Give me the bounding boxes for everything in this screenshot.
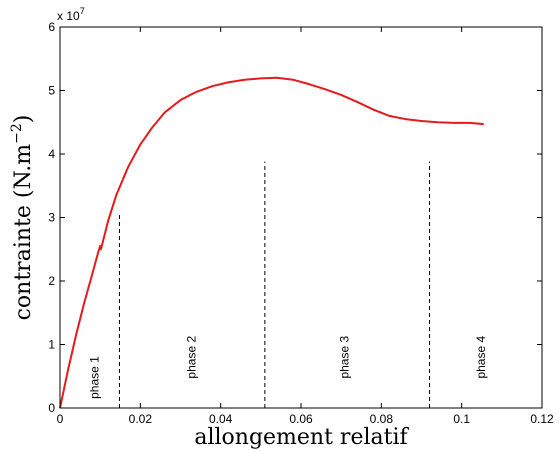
x-tick-label: 0 — [57, 412, 64, 426]
y-tick-label: 4 — [48, 147, 55, 161]
x-tick-label: 0.1 — [453, 412, 470, 426]
x-tick-label: 0.08 — [370, 412, 394, 426]
phase-label: phase 3 — [337, 336, 351, 379]
x-tick-label: 0.06 — [289, 412, 313, 426]
y-tick-label: 5 — [48, 84, 55, 98]
x-tick-label: 0.04 — [209, 412, 233, 426]
y-tick-label: 6 — [48, 20, 55, 34]
y-tick-label: 3 — [48, 211, 55, 225]
y-axis-label: contrainte (N.m−2) — [9, 115, 36, 321]
x-axis-label: allongement relatif — [194, 425, 409, 450]
stress-curve — [59, 76, 484, 409]
y-axis-ticks: 0 1 2 3 4 5 6 — [48, 20, 542, 415]
x-axis-ticks: 0 0.02 0.04 0.06 0.08 0.1 0.12 — [57, 27, 554, 426]
phase-label: phase 4 — [474, 336, 488, 379]
phase-label: phase 2 — [185, 336, 199, 379]
x-tick-label: 0.12 — [530, 412, 554, 426]
y-tick-label: 2 — [48, 274, 55, 288]
y-tick-label: 1 — [48, 338, 55, 352]
x-tick-label: 0.02 — [129, 412, 153, 426]
y-tick-label: 0 — [48, 401, 55, 415]
plot-layer: phase 1 phase 2 phase 3 phase 4 — [59, 76, 488, 409]
y-axis-multiplier: x 107 — [57, 6, 85, 23]
phase-label: phase 1 — [88, 356, 102, 399]
axes-frame — [59, 26, 543, 409]
